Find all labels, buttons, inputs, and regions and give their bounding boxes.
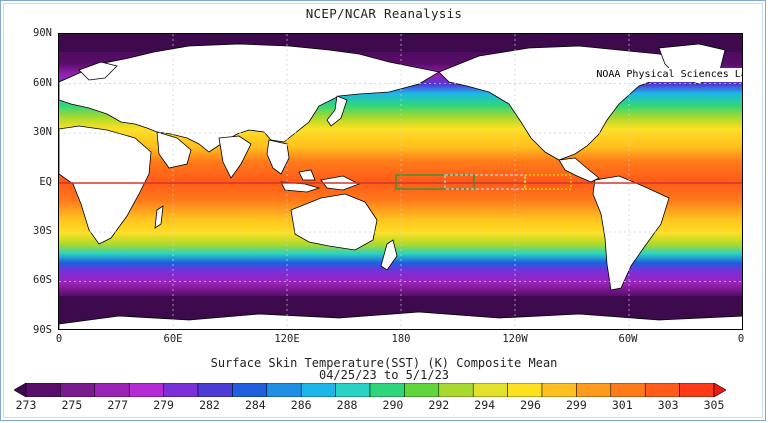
lon-label-0: 0 — [55, 333, 63, 345]
colorbar-label: 292 — [428, 398, 450, 412]
lat-label-30s: 30S — [33, 225, 52, 237]
colorbar-swatch — [25, 383, 61, 397]
colorbar-swatch — [472, 383, 508, 397]
colorbar-swatch — [610, 383, 646, 397]
inner-frame — [3, 3, 763, 418]
colorbar-swatch — [163, 383, 199, 397]
colorbar-label: 299 — [566, 398, 587, 412]
date-range: 04/25/23 to 5/1/23 — [318, 368, 450, 382]
colorbar-label: 301 — [611, 398, 633, 412]
lat-label-60s: 60S — [33, 274, 52, 286]
colorbar-swatch — [679, 383, 715, 397]
region-box-yellow — [524, 174, 572, 190]
colorbar-label: 279 — [153, 398, 174, 412]
lat-label-30n: 30N — [33, 126, 52, 138]
colorbar-swatch — [576, 383, 612, 397]
colorbar-label: 277 — [107, 398, 129, 412]
lon-label-60w: 60W — [618, 333, 638, 345]
lon-label-180: 180 — [391, 333, 411, 345]
graticule — [59, 34, 742, 329]
colorbar-swatch — [300, 383, 336, 397]
lon-label-120e: 120E — [274, 333, 300, 345]
colorbar-label: 282 — [199, 398, 220, 412]
colorbar-swatch — [404, 383, 440, 397]
colorbar-label: 296 — [520, 398, 541, 412]
colorbar-label: 288 — [336, 398, 358, 412]
colorbar-swatch — [128, 383, 164, 397]
map-subtitle: Surface Skin Temperature(SST) (K) Compos… — [210, 356, 558, 370]
colorbar-label: 286 — [290, 398, 312, 412]
credit-label: NOAA Physical Sciences Laboratory — [533, 68, 742, 82]
colorbar-swatch — [266, 383, 302, 397]
colorbar-label: 303 — [657, 398, 679, 412]
lon-label-120w: 120W — [502, 333, 528, 345]
colorbar-swatch — [60, 383, 96, 397]
lon-label-0-east: 0 — [737, 333, 745, 345]
lat-label-90s: 90S — [33, 324, 52, 336]
colorbar-swatch — [541, 383, 577, 397]
region-box-green — [395, 174, 475, 190]
colorbar-swatch — [507, 383, 543, 397]
colorbar-label: 294 — [474, 398, 496, 412]
colorbar-label: 290 — [382, 398, 404, 412]
colorbar-swatch — [232, 383, 268, 397]
lat-label-90n: 90N — [33, 27, 52, 39]
page-title: NCEP/NCAR Reanalysis — [305, 6, 463, 21]
colorbar-label: 275 — [61, 398, 83, 412]
colorbar-swatch — [369, 383, 405, 397]
colorbar-label: 284 — [244, 398, 266, 412]
colorbar — [14, 383, 726, 397]
lat-label-60n: 60N — [33, 77, 52, 89]
sst-map: NOAA Physical Sciences Laboratory — [58, 33, 743, 330]
lat-label-eq: EQ — [39, 176, 52, 188]
colorbar-swatch — [197, 383, 233, 397]
colorbar-arrow-low — [14, 383, 27, 397]
colorbar-label: 305 — [703, 398, 725, 412]
colorbar-swatch — [335, 383, 371, 397]
colorbar-swatch — [644, 383, 680, 397]
colorbar-swatch — [438, 383, 474, 397]
colorbar-label: 273 — [15, 398, 37, 412]
colorbar-arrow-high — [713, 383, 726, 397]
sst-map-svg — [59, 34, 742, 329]
colorbar-swatch — [94, 383, 130, 397]
lon-label-60e: 60E — [163, 333, 183, 345]
